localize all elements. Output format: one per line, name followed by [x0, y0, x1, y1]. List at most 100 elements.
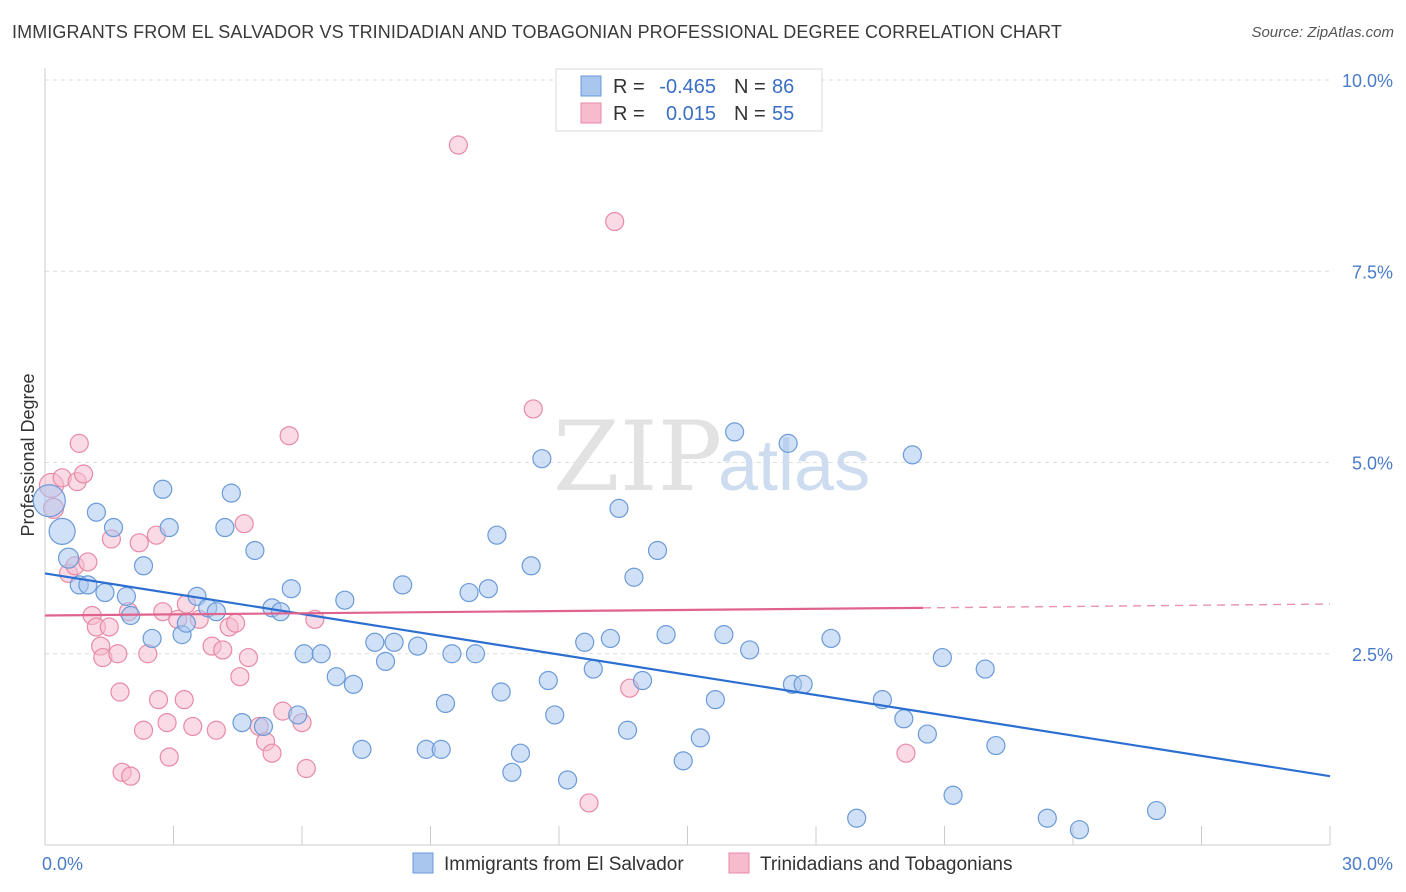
el-salvador-point-33 [352, 739, 372, 759]
el-salvador-point-45 [478, 579, 498, 599]
el-salvador-point-6 [95, 582, 115, 603]
trinidadian-point-43 [262, 743, 282, 763]
legend-n-value-2: 55 [772, 103, 794, 125]
el-salvador-point-21 [232, 712, 252, 733]
legend-label-trinidadian: Trinidadians and Tobagonians [760, 854, 1012, 875]
y-tick-label-3: 10.0% [1342, 71, 1393, 91]
legend-r-label-1: R = [613, 76, 645, 98]
trinidadian-point-8 [78, 552, 98, 572]
el-salvador-point-49 [510, 743, 531, 763]
el-salvador-point-20 [221, 483, 241, 503]
el-salvador-point-43 [459, 582, 479, 603]
trinidadian-point-51 [579, 793, 599, 813]
legend-swatch-pink [580, 102, 602, 124]
trinidadian-point-20 [129, 533, 149, 553]
trinidadian-point-54 [896, 743, 916, 763]
el-salvador-point-34 [365, 632, 385, 652]
y-axis-label: Professional Degree [18, 373, 38, 536]
legend-swatch-blue [580, 75, 602, 97]
trinidadian-point-50 [523, 399, 543, 419]
el-salvador-point-54 [557, 770, 578, 790]
el-salvador-point-84 [1069, 820, 1090, 840]
el-salvador-point-2 [57, 547, 80, 569]
series-trinidadian-points [38, 135, 916, 813]
trinidadian-point-21 [133, 720, 154, 740]
y-tick-label-1: 5.0% [1352, 454, 1393, 474]
trinidadian-point-15 [108, 644, 128, 664]
el-salvador-point-15 [176, 613, 196, 633]
el-salvador-point-12 [153, 479, 173, 499]
el-salvador-point-51 [532, 449, 552, 469]
el-salvador-point-67 [714, 625, 734, 645]
trinidadian-point-40 [238, 647, 259, 668]
axes [44, 68, 1331, 846]
legend-n-label-1: N = [734, 76, 766, 98]
el-salvador-point-55 [575, 632, 595, 652]
el-salvador-point-11 [142, 628, 162, 649]
y-tick-labels: 2.5% 5.0% 7.5% 10.0% [1342, 71, 1393, 665]
trinidadian-point-6 [69, 433, 89, 453]
x-tick-label-0: 0.0% [42, 854, 83, 874]
trinidadian-point-24 [148, 690, 169, 710]
el-salvador-point-10 [133, 556, 154, 576]
el-salvador-point-30 [326, 667, 346, 687]
source-credit: Source: ZipAtlas.com [1251, 24, 1394, 41]
watermark: ZIP atlas [553, 401, 870, 513]
trinidadian-point-29 [174, 690, 194, 710]
el-salvador-point-31 [335, 590, 355, 610]
el-salvador-point-62 [647, 540, 668, 561]
trinidadian-point-49 [448, 135, 468, 155]
trinidadian-point-47 [296, 758, 316, 779]
el-salvador-point-58 [609, 498, 629, 518]
trend-line-trinidadian [44, 606, 924, 617]
legend-swatch-el-salvador [412, 852, 434, 874]
legend-n-label-2: N = [734, 103, 766, 125]
x-tick-label-1: 30.0% [1342, 854, 1393, 874]
legend-swatch-trinidadian [728, 852, 750, 874]
x-tick-labels: 0.0% 30.0% [42, 854, 1393, 874]
el-salvador-point-23 [253, 716, 274, 737]
trinidadian-point-39 [234, 514, 254, 534]
trinidadian-point-34 [206, 720, 226, 740]
el-salvador-point-60 [624, 567, 644, 587]
trinidadian-point-27 [159, 747, 179, 767]
watermark-zip: ZIP [553, 401, 722, 513]
el-salvador-point-5 [86, 502, 107, 522]
el-salvador-point-8 [116, 586, 136, 606]
trinidadian-point-37 [226, 613, 246, 633]
el-salvador-point-81 [975, 659, 995, 679]
trinidadian-point-25 [153, 602, 173, 622]
el-salvador-point-50 [521, 556, 541, 576]
el-salvador-point-74 [847, 808, 867, 828]
el-salvador-point-63 [656, 625, 676, 645]
stats-legend: R = -0.465 N = 86 R = 0.015 N = 55 [555, 68, 823, 132]
el-salvador-point-68 [725, 422, 745, 442]
y-tick-label-0: 2.5% [1352, 645, 1393, 665]
el-salvador-point-80 [943, 785, 963, 805]
gridlines [45, 79, 1330, 655]
series-el-salvador-points [32, 422, 1167, 840]
el-salvador-point-72 [793, 674, 813, 694]
trinidadian-point-7 [73, 464, 94, 484]
el-salvador-point-76 [894, 709, 914, 729]
trend-line-el-salvador [44, 572, 1331, 778]
el-salvador-point-37 [393, 575, 413, 595]
el-salvador-point-0 [32, 484, 66, 518]
el-salvador-point-48 [502, 762, 522, 782]
el-salvador-point-35 [375, 651, 396, 672]
trinidadian-point-45 [279, 426, 299, 446]
el-salvador-point-26 [281, 579, 301, 599]
trinidadian-point-16 [110, 682, 130, 702]
el-salvador-point-41 [435, 693, 456, 714]
trinidadian-point-26 [157, 712, 177, 733]
el-salvador-point-57 [600, 628, 621, 649]
legend-n-value-1: 86 [772, 76, 794, 98]
el-salvador-point-70 [778, 433, 798, 453]
legend-r-value-1: -0.465 [659, 76, 716, 98]
y-tick-label-2: 7.5% [1352, 262, 1393, 282]
trinidadian-point-31 [183, 716, 203, 737]
el-salvador-point-59 [617, 720, 638, 740]
el-salvador-point-78 [917, 724, 937, 744]
el-salvador-point-77 [902, 445, 922, 465]
